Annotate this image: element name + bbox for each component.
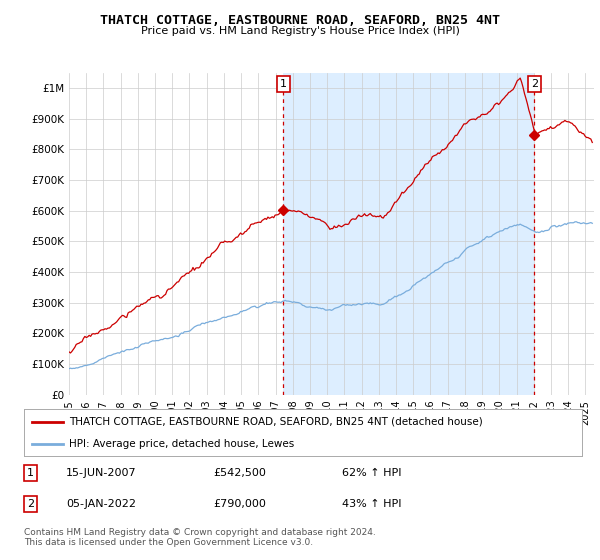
Text: 1: 1 bbox=[280, 79, 287, 89]
Text: 62% ↑ HPI: 62% ↑ HPI bbox=[342, 468, 401, 478]
Text: 05-JAN-2022: 05-JAN-2022 bbox=[66, 499, 136, 509]
Text: 2: 2 bbox=[27, 499, 34, 509]
Text: HPI: Average price, detached house, Lewes: HPI: Average price, detached house, Lewe… bbox=[68, 438, 294, 449]
Text: THATCH COTTAGE, EASTBOURNE ROAD, SEAFORD, BN25 4NT: THATCH COTTAGE, EASTBOURNE ROAD, SEAFORD… bbox=[100, 14, 500, 27]
Text: THATCH COTTAGE, EASTBOURNE ROAD, SEAFORD, BN25 4NT (detached house): THATCH COTTAGE, EASTBOURNE ROAD, SEAFORD… bbox=[68, 417, 482, 427]
Text: 15-JUN-2007: 15-JUN-2007 bbox=[66, 468, 136, 478]
Bar bbox=[283, 73, 534, 395]
Text: Price paid vs. HM Land Registry's House Price Index (HPI): Price paid vs. HM Land Registry's House … bbox=[140, 26, 460, 36]
Text: 43% ↑ HPI: 43% ↑ HPI bbox=[342, 499, 401, 509]
Text: 2: 2 bbox=[531, 79, 538, 89]
Text: £542,500: £542,500 bbox=[214, 468, 266, 478]
Text: £790,000: £790,000 bbox=[214, 499, 266, 509]
Text: 1: 1 bbox=[27, 468, 34, 478]
Text: Contains HM Land Registry data © Crown copyright and database right 2024.
This d: Contains HM Land Registry data © Crown c… bbox=[24, 528, 376, 547]
